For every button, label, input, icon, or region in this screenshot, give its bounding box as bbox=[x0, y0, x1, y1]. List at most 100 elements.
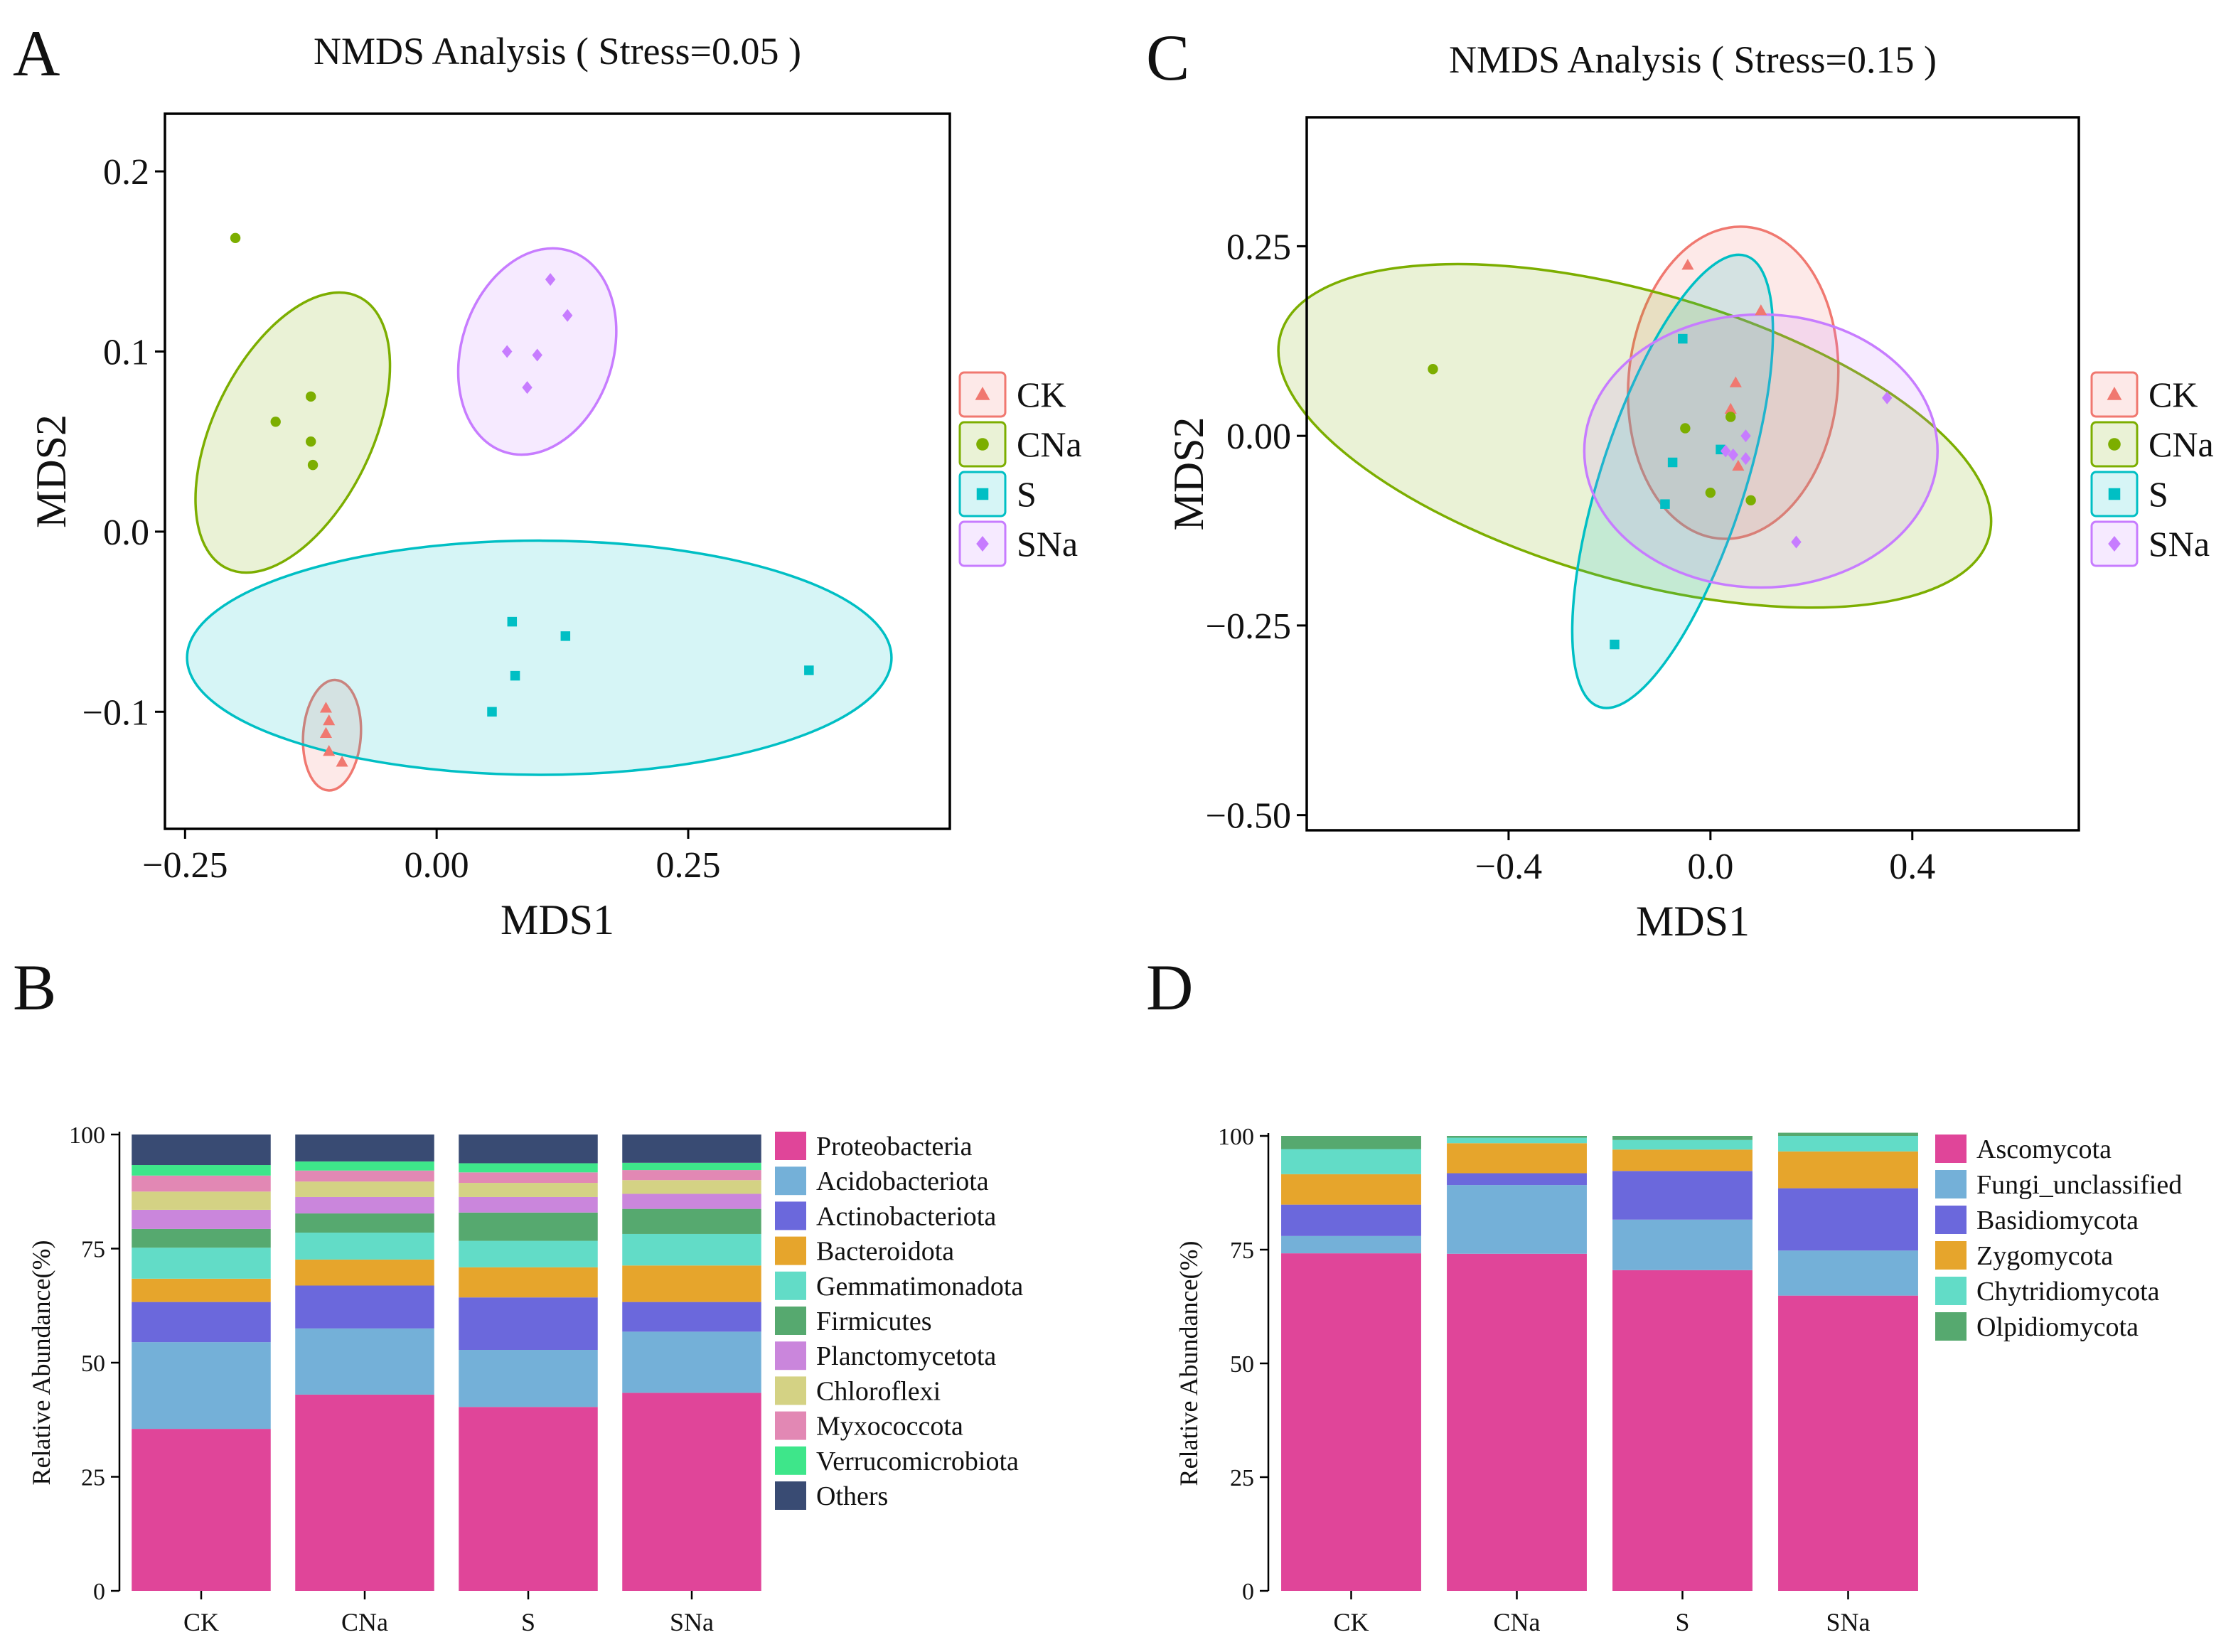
point-sna-4 bbox=[532, 348, 542, 362]
bar-s-zygomycota bbox=[1612, 1149, 1753, 1171]
bar-s-proteobacteria bbox=[459, 1407, 598, 1591]
y-axis-label: MDS2 bbox=[1165, 417, 1212, 530]
point-sna-2 bbox=[562, 309, 573, 322]
plot-frame bbox=[1305, 116, 2080, 832]
bar-cna-gemmatimonadota bbox=[295, 1233, 434, 1260]
bar-s-olpidiomycota bbox=[1612, 1136, 1753, 1140]
legend-label-others: Others bbox=[816, 1481, 888, 1511]
point-cna-2 bbox=[1680, 423, 1691, 434]
point-cna-2 bbox=[270, 417, 281, 427]
bar-cna-bacteroidota bbox=[295, 1259, 434, 1286]
x-tick-label: 0.00 bbox=[405, 845, 469, 886]
bar-s-acidobacteriota bbox=[459, 1350, 598, 1407]
y-axis-label: Relative Abundance(%) bbox=[27, 1240, 55, 1486]
point-sna-5 bbox=[522, 381, 533, 395]
legend-label-zygomycota: Zygomycota bbox=[1976, 1241, 2113, 1271]
ellipse-cna bbox=[194, 291, 392, 574]
point-ck-1 bbox=[1681, 259, 1694, 270]
point-s-3 bbox=[1660, 499, 1670, 509]
bar-s-chytridiomycota bbox=[1612, 1139, 1753, 1150]
point-s-1 bbox=[1678, 333, 1688, 344]
bar-s-fungi-unclassified bbox=[1612, 1219, 1753, 1270]
y-tick-label: 75 bbox=[1230, 1238, 1254, 1264]
x-axis-label: MDS1 bbox=[1636, 898, 1750, 945]
bar-sna-gemmatimonadota bbox=[622, 1233, 761, 1266]
bar-sna-ascomycota bbox=[1778, 1295, 1918, 1591]
chart-title: NMDS Analysis ( Stress=0.05 ) bbox=[314, 30, 801, 73]
y-axis-label: MDS2 bbox=[28, 414, 75, 528]
x-tick-label-cna: CNa bbox=[341, 1608, 388, 1636]
legend-swatch-verrucomicrobiota bbox=[775, 1446, 806, 1475]
bar-sna-fungi-unclassified bbox=[1778, 1250, 1918, 1296]
point-cna-4 bbox=[306, 436, 316, 447]
bar-cna-proteobacteria bbox=[295, 1394, 434, 1591]
legend-label-planctomycetota: Planctomycetota bbox=[816, 1341, 996, 1371]
ellipse-ck bbox=[301, 678, 363, 792]
legend-label-chytridiomycota: Chytridiomycota bbox=[1976, 1277, 2160, 1307]
point-sna-3 bbox=[502, 345, 513, 358]
bar-sna-zygomycota bbox=[1778, 1151, 1918, 1189]
y-tick-label: 0.1 bbox=[103, 332, 149, 372]
legend-swatch-chloroflexi bbox=[775, 1376, 806, 1405]
x-tick-label: 0.25 bbox=[656, 845, 721, 886]
plot-frame bbox=[164, 112, 951, 830]
point-sna-3 bbox=[1740, 429, 1751, 443]
bar-s-ascomycota bbox=[1612, 1270, 1753, 1591]
bar-sna-chloroflexi bbox=[622, 1180, 761, 1194]
bar-s-gemmatimonadota bbox=[459, 1240, 598, 1267]
bar-s-firmicutes bbox=[459, 1212, 598, 1241]
point-ck-2 bbox=[323, 714, 336, 726]
point-sna-6 bbox=[1791, 535, 1802, 549]
x-tick-label: 0.4 bbox=[1889, 847, 1935, 887]
point-sna-4 bbox=[1740, 452, 1751, 466]
legend-marker-ck bbox=[2107, 387, 2122, 400]
legend-swatch-olpidiomycota bbox=[1935, 1312, 1967, 1341]
legend-label-olpidiomycota: Olpidiomycota bbox=[1976, 1312, 2139, 1342]
point-s-2 bbox=[560, 631, 571, 641]
chart-title: NMDS Analysis ( Stress=0.15 ) bbox=[1449, 38, 1937, 81]
bar-ck-olpidiomycota bbox=[1281, 1136, 1421, 1149]
point-ck-5 bbox=[1732, 459, 1745, 471]
point-ck-2 bbox=[1755, 304, 1767, 316]
bar-cna-fungi-unclassified bbox=[1447, 1185, 1587, 1254]
x-tick-label-sna: SNa bbox=[670, 1608, 714, 1636]
point-sna-1 bbox=[1720, 444, 1731, 458]
legend-label-chloroflexi: Chloroflexi bbox=[816, 1376, 941, 1406]
legend-marker-cna bbox=[976, 438, 989, 451]
legend-swatch-bacteroidota bbox=[775, 1236, 806, 1265]
bar-ck-acidobacteriota bbox=[132, 1342, 271, 1430]
bar-s-basidiomycota bbox=[1612, 1171, 1753, 1220]
y-tick-label: 0.2 bbox=[103, 152, 149, 193]
panel-letter-a: A bbox=[13, 17, 60, 90]
stacked-bar-chart-d: CK CNa S SNa 0 25 50 75 100 Relative Abundance(%)… bbox=[1174, 1124, 2182, 1636]
legend-label-basidiomycota: Basidiomycota bbox=[1976, 1206, 2139, 1235]
legend-label-cna: CNa bbox=[1017, 424, 1082, 464]
legend-label-proteobacteria: Proteobacteria bbox=[816, 1132, 973, 1162]
point-cna-3 bbox=[1725, 412, 1736, 422]
point-s-3 bbox=[510, 670, 520, 681]
bar-cna-verrucomicrobiota bbox=[295, 1161, 434, 1171]
x-tick-label-ck: CK bbox=[1333, 1608, 1369, 1636]
bar-cna-others bbox=[295, 1135, 434, 1162]
point-s-1 bbox=[507, 616, 518, 627]
bar-ck-verrucomicrobiota bbox=[132, 1165, 271, 1176]
bar-sna-myxococcota bbox=[622, 1170, 761, 1181]
point-cna-4 bbox=[1705, 487, 1716, 498]
point-cna-1 bbox=[230, 232, 241, 244]
point-s-5 bbox=[804, 665, 814, 675]
legend-marker-ck bbox=[975, 387, 990, 400]
legend-swatch-ascomycota bbox=[1935, 1135, 1967, 1163]
legend-marker-sna bbox=[2108, 536, 2121, 552]
x-tick-label: −0.25 bbox=[142, 845, 228, 886]
legend-label-sna: SNa bbox=[1017, 524, 1078, 564]
point-ck-5 bbox=[336, 756, 348, 767]
point-ck-4 bbox=[323, 745, 336, 756]
ellipse-s bbox=[1570, 253, 1775, 709]
y-tick-label: 50 bbox=[1230, 1351, 1254, 1378]
point-cna-1 bbox=[1428, 364, 1438, 375]
bar-sna-acidobacteriota bbox=[622, 1331, 761, 1393]
bar-cna-olpidiomycota bbox=[1447, 1136, 1587, 1138]
legend-label-acidobacteriota: Acidobacteriota bbox=[816, 1166, 989, 1196]
bar-s-myxococcota bbox=[459, 1172, 598, 1184]
legend-label-firmicutes: Firmicutes bbox=[816, 1307, 932, 1336]
